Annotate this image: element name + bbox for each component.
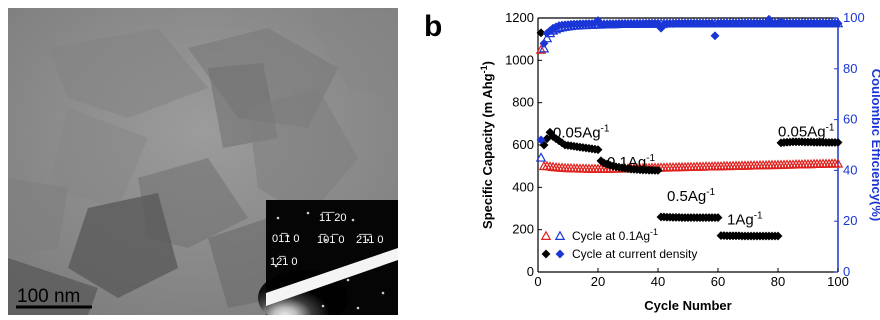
data-point [541,32,553,43]
rate-annotation-3: 1Ag-1 [727,210,763,228]
series-3 [536,14,843,145]
x-tick-label: 40 [651,274,665,289]
data-point [713,213,723,223]
y-right-axis-title: Coulombic Efficiency(%) [869,69,880,221]
data-point [538,43,550,53]
data-point [539,38,549,48]
y-right-tick-label: 60 [843,112,857,127]
tem-image: 1̅1̅ 20 01̅1 0 1̅01̅ 0 2̅1̅1 0 12̅1 0 10… [8,8,398,315]
x-axis-title: Cycle Number [644,298,731,313]
series-0 [535,44,844,173]
data-point [707,18,717,28]
legend-marker [555,249,565,259]
rate-annotation-1: 0.1Ag-1 [607,153,656,171]
data-point [710,31,720,41]
x-tick-label: 60 [711,274,725,289]
data-point [833,18,843,28]
x-tick-label: 80 [771,274,785,289]
rate-annotation-0: 0.05Ag-1 [553,124,610,142]
y-left-tick-label: 0 [527,264,534,279]
legend-marker [554,230,566,240]
data-point [536,135,546,145]
rate-annotation-2: 0.5Ag-1 [667,187,716,205]
diffraction-label-3: 1̅01̅ 0 [317,234,345,246]
x-tick-label: 100 [827,274,849,289]
diffraction-label-2: 01̅1 0 [272,233,300,245]
y-left-tick-label: 1200 [505,10,534,25]
data-point [536,28,546,38]
data-point [535,44,547,54]
y-right-tick-label: 100 [843,10,865,25]
x-tick-label: 0 [534,274,541,289]
series-2 [536,28,843,241]
diffraction-inset: 1̅1̅ 20 01̅1 0 1̅01̅ 0 2̅1̅1 0 12̅1 0 [258,200,398,315]
legend-label-0: Cycle at 0.1Ag-1 [572,227,658,243]
data-point [653,165,663,175]
panel-b-label: b [424,10,443,43]
legend: Cycle at 0.1Ag-1 Cycle at current density [540,227,697,261]
y-right-tick-label: 0 [843,264,850,279]
y-left-tick-label: 1000 [505,52,534,67]
y-right-tick-label: 20 [843,213,857,228]
y-right-tick-label: 40 [843,162,857,177]
legend-label-1: Cycle at current density [572,247,697,261]
y-left-axis-title: Specific Capacity (m Ahg-1) [479,61,495,229]
x-tick-label: 20 [591,274,605,289]
diffraction-label-1: 1̅1̅ 20 [319,212,347,224]
diffraction-label-4: 2̅1̅1 0 [356,234,384,246]
rate-annotation-4: 0.05Ag-1 [778,123,835,141]
diffraction-label-5: 12̅1 0 [270,256,298,268]
legend-marker [541,249,551,259]
data-point [773,231,783,241]
data-point [593,145,603,155]
data-point [535,152,547,162]
legend-marker [540,230,552,240]
y-right-tick-label: 80 [843,61,857,76]
tem-micrograph: 1̅1̅ 20 01̅1 0 1̅01̅ 0 2̅1̅1 0 12̅1 0 10… [8,8,398,315]
scale-bar-label: 100 nm [17,286,80,307]
data-point [832,158,844,168]
y-left-tick-label: 600 [512,137,534,152]
y-left-tick-label: 800 [512,95,534,110]
capacity-efficiency-chart: 0 20 40 60 80 1000200400600800100012000204060… [479,10,880,313]
data-point [833,137,843,148]
y-left-tick-label: 400 [512,179,534,194]
y-left-tick-label: 200 [512,222,534,237]
